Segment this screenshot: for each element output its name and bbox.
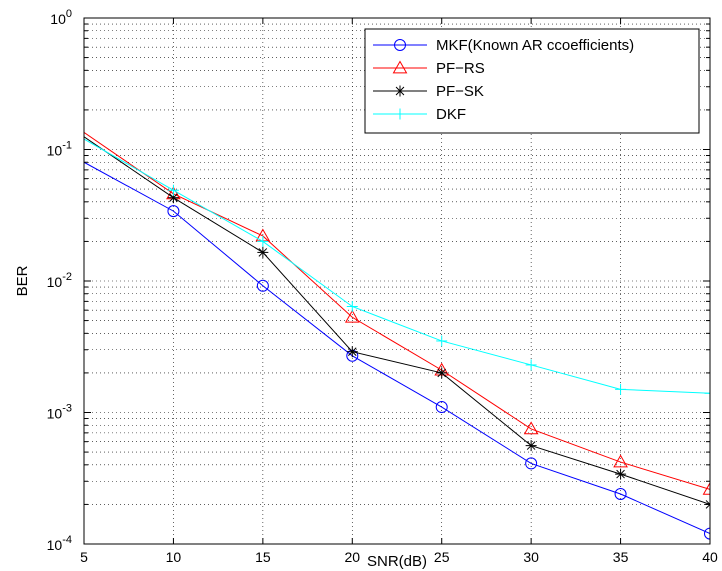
legend: MKF(Known AR ccoefficients) PF−RS PF−SK DKF (364, 28, 700, 134)
legend-marker (392, 60, 408, 74)
y-axis-label: BER (14, 265, 31, 296)
data-point (257, 246, 269, 258)
legend-entry: DKF (373, 106, 466, 123)
series-line (84, 136, 710, 505)
legend-marker (394, 39, 406, 51)
data-point (167, 205, 180, 218)
legend-label: MKF(Known AR ccoefficients) (436, 37, 634, 54)
x-tick-label: 20 (344, 549, 360, 565)
data-point (346, 346, 358, 358)
data-point (704, 527, 710, 540)
data-point (525, 440, 537, 452)
data-point (525, 457, 538, 470)
x-tick-label: 25 (434, 549, 450, 565)
data-point (436, 335, 448, 347)
series-line (84, 161, 710, 535)
data-point (346, 300, 358, 312)
data-point (167, 184, 179, 196)
legend-entry: PF−SK (373, 83, 484, 100)
data-point (614, 488, 627, 501)
y-tick-label: 10-2 (47, 271, 72, 290)
legend-entry: MKF(Known AR ccoefficients) (373, 37, 634, 54)
data-point (615, 468, 627, 480)
legend-marker (394, 85, 406, 97)
data-point (702, 481, 710, 495)
series-1 (84, 161, 710, 540)
x-tick-label: 40 (702, 549, 718, 565)
series-line (84, 131, 710, 490)
series-3 (84, 136, 710, 510)
data-point (435, 401, 448, 414)
x-tick-label: 10 (166, 549, 182, 565)
x-tick-label: 15 (255, 549, 271, 565)
y-tick-label: 10-4 (47, 534, 72, 553)
data-point (256, 279, 269, 292)
y-tick-label: 10-1 (47, 140, 72, 159)
x-tick-label: 30 (523, 549, 539, 565)
x-tick-label: 35 (613, 549, 629, 565)
data-point (436, 367, 448, 379)
data-point (525, 359, 537, 371)
data-point (615, 383, 627, 395)
data-point (344, 309, 360, 323)
x-tick-label: 5 (80, 549, 88, 565)
axis-ticks (83, 17, 711, 545)
series-clip (84, 131, 710, 540)
legend-label: PF−RS (436, 60, 485, 77)
x-axis-label: SNR(dB) (367, 553, 427, 570)
data-point (613, 454, 628, 468)
legend-label: DKF (436, 106, 466, 123)
series-line (84, 138, 710, 394)
y-tick-label: 10-3 (47, 403, 72, 422)
legend-entry: PF−RS (373, 60, 485, 77)
series-4 (84, 138, 710, 399)
y-tick-label: 100 (50, 8, 72, 27)
legend-label: PF−SK (436, 83, 484, 100)
series-layer (84, 131, 710, 540)
legend-marker (394, 108, 406, 120)
data-point (257, 235, 269, 247)
y-tick-labels: 100 10-1 10-2 10-3 10-4 (47, 8, 72, 553)
legend-box (364, 28, 700, 134)
x-tick-labels: 5 10 15 20 25 30 35 40 (80, 549, 718, 565)
data-point (704, 387, 710, 399)
data-point (523, 421, 539, 435)
